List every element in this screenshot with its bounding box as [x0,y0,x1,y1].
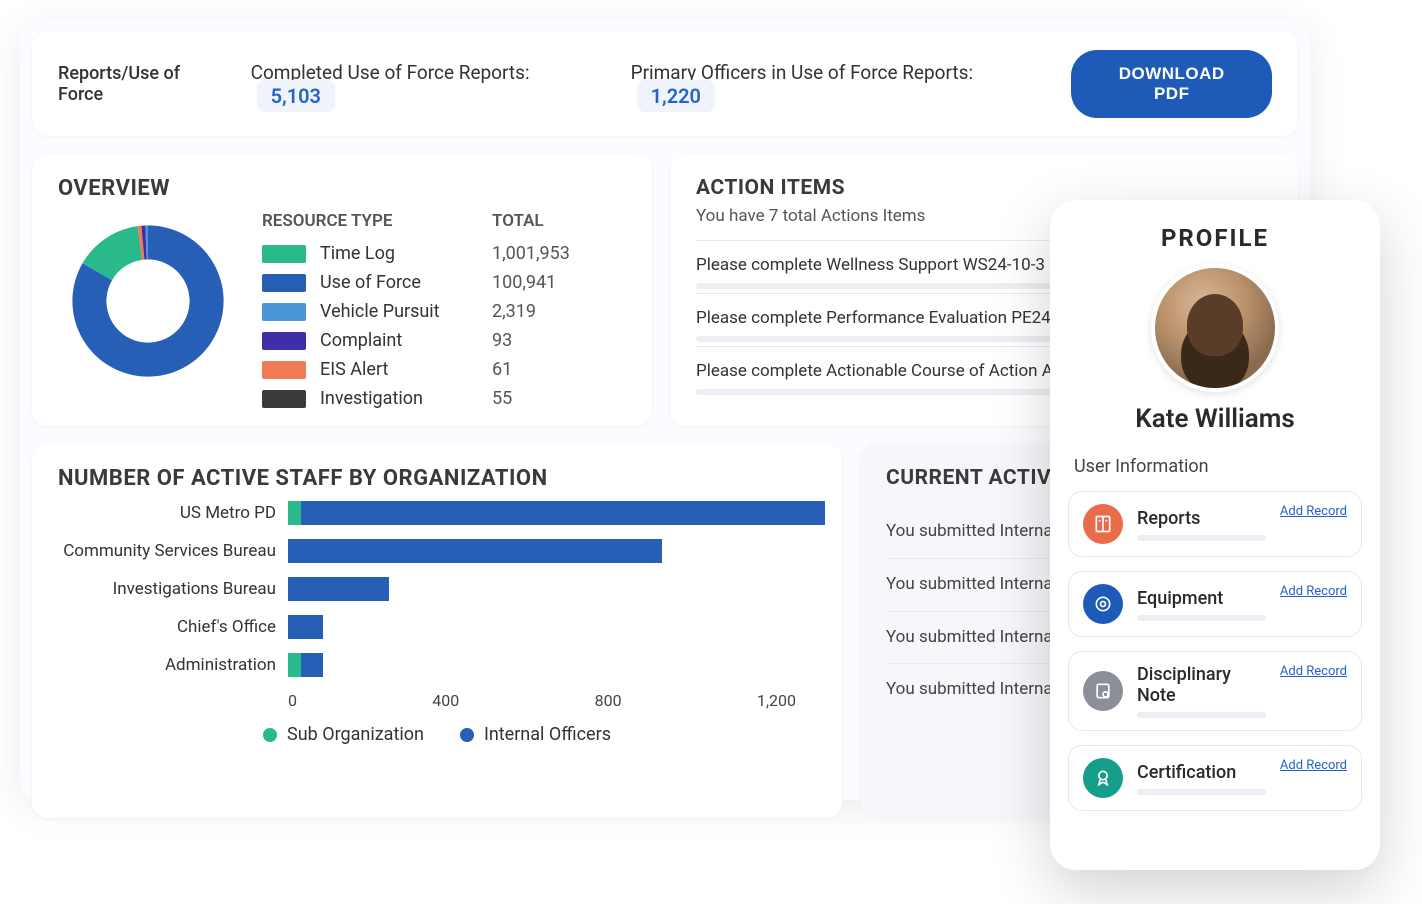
legend-swatch [262,303,306,321]
legend-label: Investigation [320,388,492,409]
profile-info-body: Equipment [1137,588,1266,621]
legend-label: Vehicle Pursuit [320,301,492,322]
profile-info-title: Reports [1137,508,1266,529]
bar-seg-sub [288,501,301,525]
breadcrumb: Reports/Use of Force [58,63,223,105]
stat-officers: Primary Officers in Use of Force Reports… [631,61,1044,108]
bar-row: Investigations Bureau [58,577,816,601]
legend-swatch [262,274,306,292]
profile-info-row[interactable]: Certification Add Record [1068,745,1362,811]
overview-donut-chart [58,211,238,391]
avatar [1151,264,1279,392]
legend-row: Complaint 93 [262,326,626,355]
legend-row: Use of Force 100,941 [262,268,626,297]
profile-info-bar [1137,712,1266,718]
profile-info-bar [1137,789,1266,795]
bar-seg-internal [288,539,662,563]
legend-label: EIS Alert [320,359,492,380]
legend-row: EIS Alert 61 [262,355,626,384]
bar-track [288,539,816,563]
profile-info-body: Certification [1137,762,1266,795]
overview-legend: RESOURCE TYPE TOTAL Time Log 1,001,953 U… [262,211,626,413]
bar-label: Community Services Bureau [58,541,288,561]
profile-info-body: Reports [1137,508,1266,541]
overview-col-total: TOTAL [492,211,626,231]
axis-tick: 400 [432,691,459,710]
profile-info-bar [1137,535,1266,541]
axis-tick: 0 [288,691,297,710]
legend-swatch [262,245,306,263]
note-icon [1083,671,1123,711]
legend-swatch [262,361,306,379]
bar-label: US Metro PD [58,503,288,523]
add-record-link[interactable]: Add Record [1280,584,1347,599]
bar-row: Chief's Office [58,615,816,639]
legend-swatch [262,390,306,408]
bar-track [288,653,816,677]
legend-total: 100,941 [492,272,556,293]
add-record-link[interactable]: Add Record [1280,664,1347,679]
bar-track [288,577,816,601]
profile-info-row[interactable]: Equipment Add Record [1068,571,1362,637]
legend-swatch [262,332,306,350]
axis-tick: 1,200 [757,691,796,710]
download-pdf-button[interactable]: DOWNLOAD PDF [1071,50,1272,118]
profile-info-bar [1137,615,1266,621]
legend-total: 93 [492,330,512,351]
action-items-title: ACTION ITEMS [696,176,1272,200]
legend-row: Vehicle Pursuit 2,319 [262,297,626,326]
staff-chart-card: NUMBER OF ACTIVE STAFF BY ORGANIZATION U… [32,444,842,818]
bar-label: Chief's Office [58,617,288,637]
stat-completed: Completed Use of Force Reports: 5,103 [251,61,603,108]
bar-track [288,501,816,525]
add-record-link[interactable]: Add Record [1280,504,1347,519]
profile-info-title: Disciplinary Note [1137,664,1266,706]
bar-row: US Metro PD [58,501,816,525]
staff-chart-legend: Sub Organization Internal Officers [58,724,816,745]
overview-card: OVERVIEW RESOURCE TYPE TOTAL Time Log 1,… [32,154,652,426]
legend-total: 55 [492,388,512,409]
bar-seg-internal [301,501,825,525]
bar-row: Community Services Bureau [58,539,816,563]
user-info-label: User Information [1068,456,1362,477]
staff-chart-title: NUMBER OF ACTIVE STAFF BY ORGANIZATION [58,466,816,491]
profile-info-body: Disciplinary Note [1137,664,1266,718]
axis-tick: 800 [595,691,622,710]
bar-label: Investigations Bureau [58,579,288,599]
legend-total: 1,001,953 [492,243,570,264]
top-bar: Reports/Use of Force Completed Use of Fo… [32,32,1298,136]
profile-name: Kate Williams [1068,404,1362,434]
stat-officers-value: 1,220 [637,80,715,112]
bar-seg-internal [288,615,323,639]
legend-label: Use of Force [320,272,492,293]
legend-internal: Internal Officers [484,724,611,745]
add-record-link[interactable]: Add Record [1280,758,1347,773]
bar-track [288,615,816,639]
bar-label: Administration [58,655,288,675]
legend-label: Complaint [320,330,492,351]
gear-icon [1083,584,1123,624]
bar-seg-sub [288,653,301,677]
legend-row: Investigation 55 [262,384,626,413]
overview-title: OVERVIEW [58,176,626,201]
legend-total: 2,319 [492,301,536,322]
profile-info-row[interactable]: Reports Add Record [1068,491,1362,557]
legend-row: Time Log 1,001,953 [262,239,626,268]
bar-seg-internal [288,577,389,601]
profile-panel: PROFILE Kate Williams User Information R… [1050,200,1380,870]
bar-seg-internal [301,653,323,677]
profile-title: PROFILE [1068,224,1362,252]
overview-col-type: RESOURCE TYPE [262,211,492,231]
profile-info-title: Certification [1137,762,1266,783]
award-icon [1083,758,1123,798]
legend-sub-org: Sub Organization [287,724,424,745]
legend-total: 61 [492,359,512,380]
stat-completed-value: 5,103 [257,80,335,112]
legend-label: Time Log [320,243,492,264]
bar-row: Administration [58,653,816,677]
profile-info-title: Equipment [1137,588,1266,609]
profile-info-row[interactable]: Disciplinary Note Add Record [1068,651,1362,731]
book-icon [1083,504,1123,544]
